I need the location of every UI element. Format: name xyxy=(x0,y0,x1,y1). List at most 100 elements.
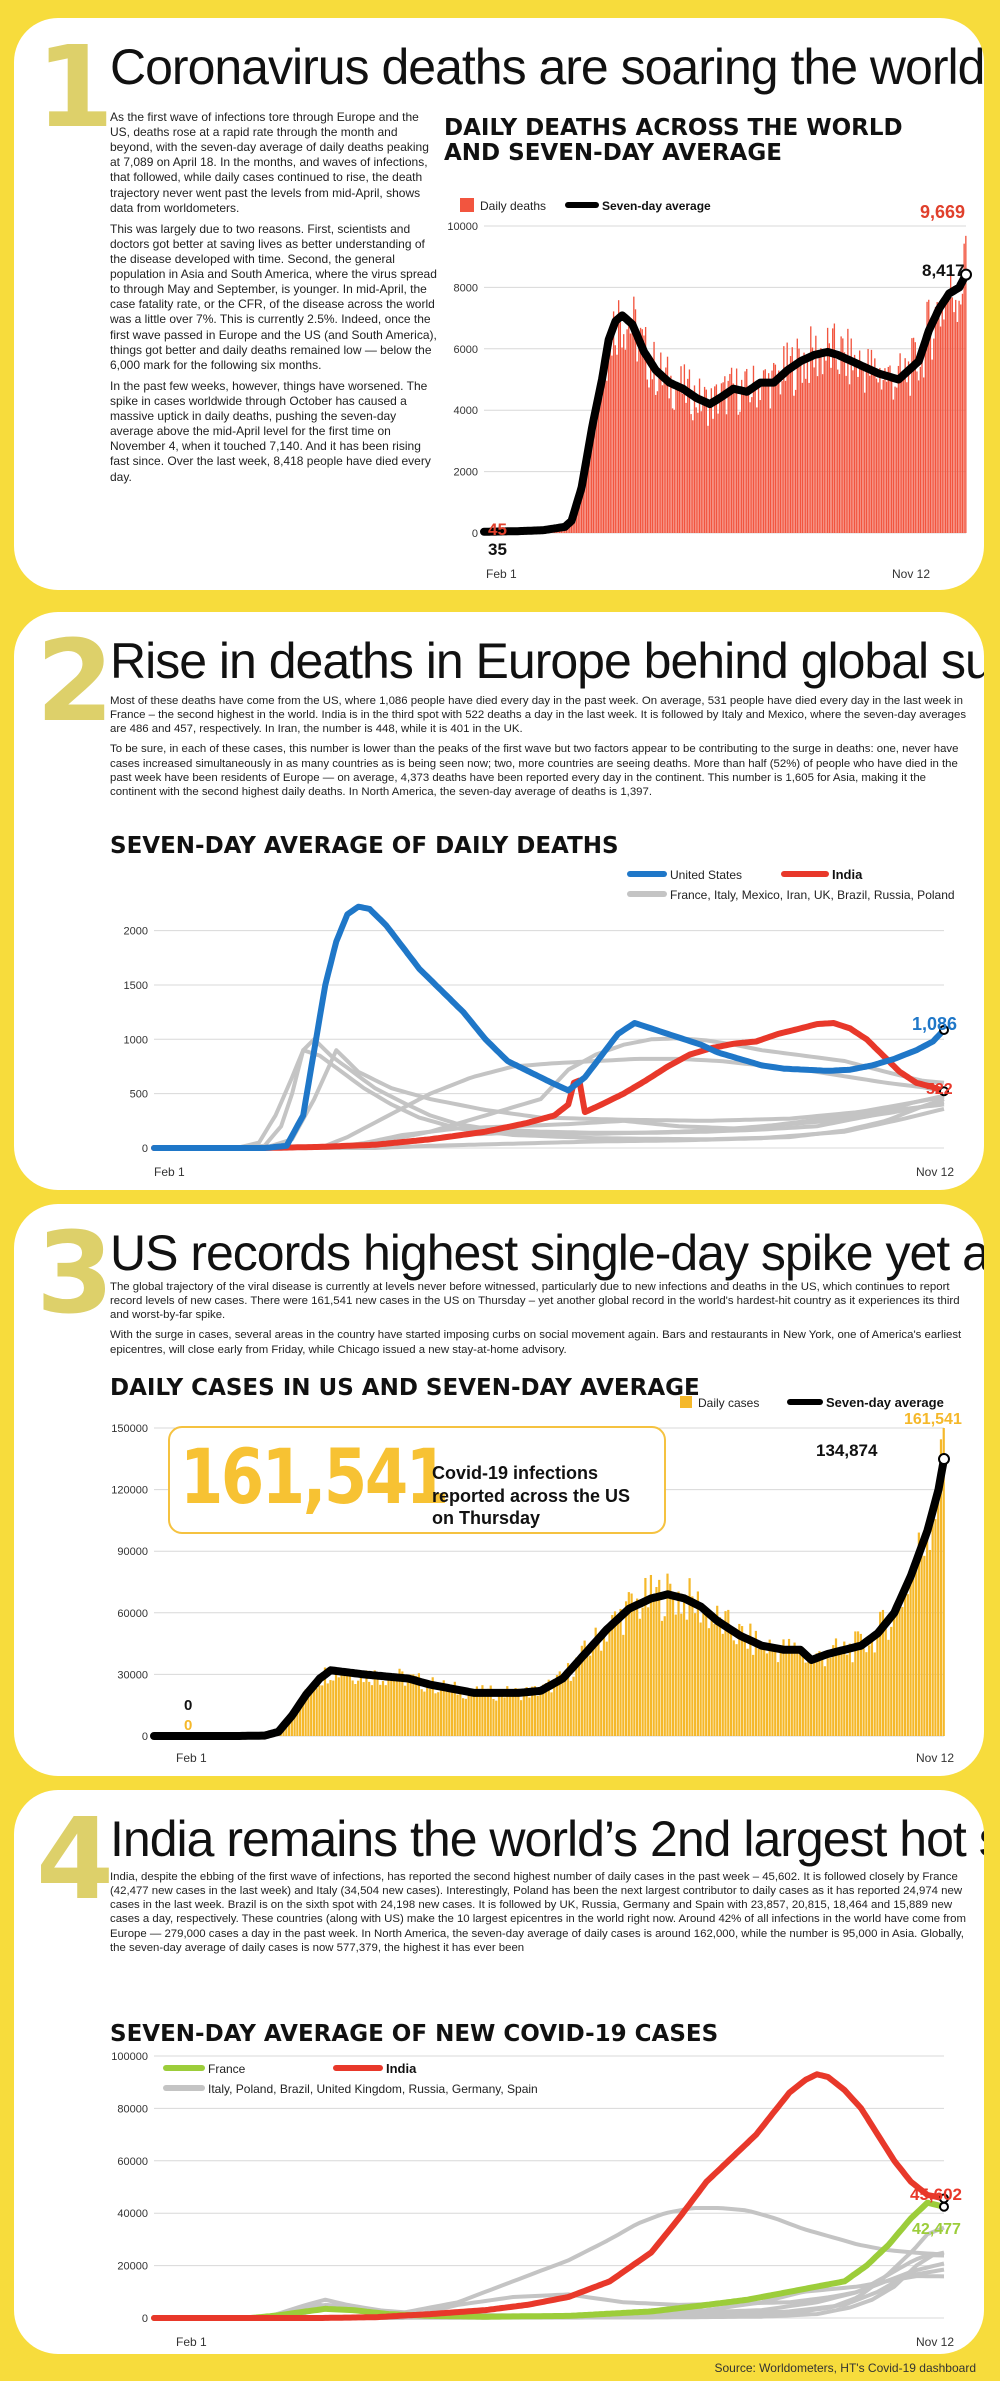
bar xyxy=(720,383,723,533)
bar xyxy=(671,1597,675,1736)
bar xyxy=(815,1653,818,1736)
bar xyxy=(666,356,669,533)
bar xyxy=(550,1692,553,1736)
bar xyxy=(907,361,910,533)
bar xyxy=(359,1671,362,1736)
bar xyxy=(829,1657,832,1736)
y-tick-label: 0 xyxy=(142,2313,148,2325)
bar xyxy=(692,420,694,533)
bar xyxy=(420,1689,423,1736)
end-point-marker xyxy=(939,2193,949,2204)
bar xyxy=(842,338,844,533)
bar xyxy=(911,338,913,533)
bar xyxy=(735,368,738,533)
bar xyxy=(776,379,778,533)
bar xyxy=(767,373,770,533)
bar xyxy=(727,380,729,533)
series-line-india xyxy=(151,1020,947,1151)
bar xyxy=(941,300,943,533)
y-tick-label: 30000 xyxy=(117,1669,148,1681)
bar xyxy=(633,296,635,533)
bar xyxy=(558,1671,561,1736)
bar xyxy=(837,1649,840,1736)
chart-title: DAILY CASES IN US AND SEVEN-DAY AVERAGE xyxy=(110,1375,700,1401)
bar xyxy=(739,411,741,533)
y-tick-label: 1000 xyxy=(124,1034,148,1046)
bar xyxy=(555,1675,559,1736)
bar xyxy=(707,1628,711,1736)
bar xyxy=(583,1640,586,1736)
section-headline: Rise in deaths in Europe behind global s… xyxy=(110,633,984,689)
bar xyxy=(716,1605,719,1736)
bar xyxy=(478,1694,481,1736)
bar xyxy=(855,364,857,533)
legend-other-countries: France, Italy, Mexico, Iran, UK, Brazil,… xyxy=(670,888,955,902)
paragraph: This was largely due to two reasons. Fir… xyxy=(110,221,437,372)
callout-text: Covid-19 infections reported across the … xyxy=(432,1463,631,1528)
bar xyxy=(862,366,864,533)
bar xyxy=(638,337,640,533)
bar xyxy=(931,359,933,533)
y-tick-label: 60000 xyxy=(117,1608,148,1620)
bar xyxy=(885,381,888,533)
panel-global-deaths: 1 Coronavirus deaths are soaring the wor… xyxy=(14,18,984,590)
bar xyxy=(591,1650,595,1736)
bar xyxy=(569,1680,572,1736)
start-label-daily: 45 xyxy=(488,520,507,539)
bar xyxy=(851,1662,854,1736)
bar xyxy=(652,1599,655,1736)
bar xyxy=(853,354,856,533)
bar xyxy=(695,407,697,533)
bar xyxy=(737,414,739,533)
bar xyxy=(514,1688,517,1736)
bar xyxy=(392,1680,396,1736)
section-headline: Coronavirus deaths are soaring the world… xyxy=(110,39,984,95)
bar xyxy=(650,363,652,533)
bar xyxy=(627,1592,630,1736)
end-label-us: 1,086 xyxy=(912,1014,957,1034)
bar xyxy=(746,1648,749,1736)
bar xyxy=(860,367,863,533)
bar xyxy=(495,1700,498,1736)
bar xyxy=(660,352,662,533)
bar xyxy=(381,1680,385,1736)
bar xyxy=(865,368,868,533)
bar xyxy=(937,1502,940,1736)
bar xyxy=(712,418,714,533)
bar xyxy=(607,361,610,533)
bar xyxy=(705,1607,708,1736)
bar xyxy=(445,1690,448,1736)
bar xyxy=(832,1645,835,1736)
bar xyxy=(756,407,758,533)
bar xyxy=(721,1633,724,1736)
end-point-marker xyxy=(960,268,972,281)
paragraph: To be sure, in each of these cases, this… xyxy=(110,743,959,798)
bar xyxy=(933,338,935,533)
bar xyxy=(409,1674,412,1736)
legend-other-countries: Italy, Poland, Brazil, United Kingdom, R… xyxy=(208,2082,538,2096)
bar xyxy=(906,382,908,533)
bar xyxy=(825,360,827,533)
bar xyxy=(926,301,928,533)
bar xyxy=(875,378,878,533)
bar xyxy=(718,1617,722,1736)
bar xyxy=(762,370,765,533)
bar xyxy=(796,338,798,533)
section-number: 2 xyxy=(36,617,114,747)
bar xyxy=(597,401,600,533)
bar xyxy=(312,1688,316,1736)
bar xyxy=(579,496,581,533)
paragraph: Most of these deaths have come from the … xyxy=(110,695,967,736)
bar xyxy=(531,1686,534,1736)
series-line-seven-day-average xyxy=(150,1455,948,1740)
bar xyxy=(395,1678,398,1736)
bar xyxy=(614,345,616,533)
bar xyxy=(683,364,686,533)
series-line-india xyxy=(151,2071,947,2321)
bar xyxy=(757,382,760,533)
bar xyxy=(714,386,716,533)
bar xyxy=(858,350,861,533)
bar xyxy=(329,1680,332,1736)
bar xyxy=(854,1631,857,1736)
end-label-daily: 9,669 xyxy=(920,202,965,222)
